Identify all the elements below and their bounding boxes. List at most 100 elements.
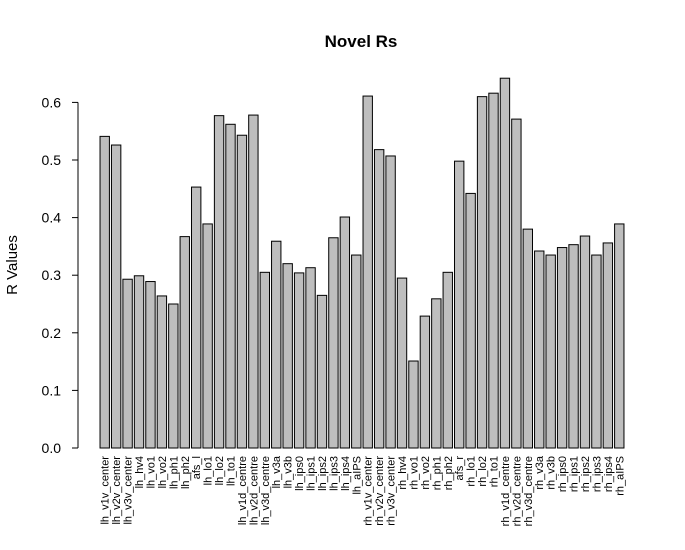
bar-rh-v3v-center [385, 155, 396, 449]
x-tick-label: lh_aIPS [351, 456, 363, 495]
y-tick-label: 0.1 [42, 382, 62, 398]
bar-lh-v1d-centre [236, 134, 248, 449]
x-tick-label: rh_v2v_center [374, 456, 386, 526]
bar-lh-lo2 [213, 115, 225, 449]
bar-afs-r [454, 160, 465, 449]
x-tick-label: rh_hv4 [397, 456, 409, 490]
bar-afs-l [191, 186, 202, 449]
x-tick-label: lh_hv4 [134, 456, 146, 488]
bar-rh-ips4 [602, 242, 614, 449]
bar-lh-hv4 [133, 275, 145, 449]
bar-rh-ph2 [442, 271, 453, 449]
x-tick-label: rh_lo1 [466, 456, 478, 487]
x-tick-label: rh_ph2 [443, 456, 455, 490]
bar-lh-ph1 [168, 303, 179, 449]
bar-lh-ips3 [328, 237, 339, 449]
y-tick-label: 0.6 [42, 94, 62, 110]
x-tick-label: rh_ips1 [569, 456, 581, 492]
bar-rh-aips [614, 223, 625, 449]
x-tick-label: lh_to1 [226, 456, 238, 486]
x-tick-label: lh_ips0 [294, 456, 306, 491]
x-tick-label: lh_lo2 [214, 456, 226, 485]
bar-lh-ips0 [293, 272, 305, 449]
bar-rh-v2d-centre [511, 118, 522, 449]
x-tick-label: rh_aIPS [614, 456, 626, 496]
bar-lh-v3a [271, 240, 282, 449]
x-tick-label: rh_v3b [546, 456, 558, 490]
bar-lh-v3v-center [122, 278, 133, 449]
x-tick-label: rh_ph1 [431, 456, 443, 490]
x-tick-label: lh_lo1 [203, 456, 215, 485]
bar-rh-ips1 [568, 244, 579, 449]
bar-lh-lo1 [202, 223, 213, 449]
y-tick-label: 0.4 [42, 210, 62, 226]
y-axis: 0.0 0.1 0.2 0.3 0.4 0.5 0.6 [42, 94, 79, 456]
bar-lh-v3b [282, 263, 293, 449]
bar-rh-lo2 [476, 96, 488, 449]
y-axis-label: R Values [4, 235, 21, 295]
bar-rh-ips2 [579, 235, 591, 449]
bar-rh-ph1 [431, 298, 442, 449]
x-tick-labels: lh_v1v_center lh_v2v_center lh_v3v_center l… [100, 455, 627, 526]
x-tick-label: lh_ips4 [340, 456, 352, 491]
y-tick-label: 0.3 [42, 267, 62, 283]
x-tick-label: rh_ips2 [580, 456, 592, 492]
bar-rh-v3d-centre [522, 228, 533, 449]
chart-title: Novel Rs [325, 32, 398, 51]
x-tick-label: rh_ips3 [591, 456, 603, 492]
bar-rh-v3b [545, 254, 556, 449]
y-tick-label: 0.5 [42, 152, 62, 168]
bar-lh-ips2 [316, 294, 328, 449]
bar-lh-vo1 [145, 281, 156, 449]
x-tick-label: rh_v3v_center [386, 456, 398, 526]
x-tick-label: lh_v2d_centre [248, 456, 260, 525]
x-tick-label: rh_lo2 [477, 456, 489, 487]
x-tick-label: lh_v2v_center [111, 456, 123, 525]
x-tick-label: rh_vo1 [408, 456, 420, 490]
bar-rh-vo2 [419, 315, 431, 449]
x-tick-label: lh_vo2 [157, 456, 169, 488]
bar-rh-hv4 [396, 277, 408, 449]
bar-lh-v2v-center [110, 144, 122, 449]
bar-lh-v2d-centre [248, 114, 259, 449]
bar-lh-v3d-centre [259, 271, 270, 449]
x-tick-label: rh_v3a [534, 455, 546, 490]
x-tick-label: lh_ips1 [306, 456, 318, 491]
x-tick-label: afs_r [454, 456, 466, 481]
bar-rh-v2v-center [373, 149, 385, 449]
x-tick-label: rh_vo2 [420, 456, 432, 490]
x-tick-label: lh_ph2 [180, 456, 192, 489]
bar-rh-lo1 [465, 192, 476, 449]
bar-lh-vo2 [156, 295, 168, 449]
x-tick-label: rh_ips4 [603, 456, 615, 492]
x-tick-label: lh_ips2 [317, 456, 329, 491]
bar-rh-v3a [534, 250, 545, 449]
x-tick-label: lh_v1v_center [100, 456, 112, 525]
bar-rh-v1v-center [362, 95, 373, 449]
x-tick-label: rh_to1 [489, 456, 501, 487]
bar-lh-ips1 [305, 267, 316, 449]
x-tick-label: rh_v3d_centre [523, 456, 535, 526]
bar-lh-aips [351, 254, 362, 449]
bars [99, 77, 625, 449]
x-tick-label: lh_ph1 [168, 456, 180, 489]
x-tick-label: lh_ips3 [328, 456, 340, 491]
bar-lh-to1 [225, 123, 236, 449]
x-tick-label: lh_v3b [283, 456, 295, 488]
bar-rh-vo1 [408, 360, 419, 449]
bar-lh-ips4 [339, 216, 351, 449]
bar-rh-v1d-centre [499, 77, 511, 449]
x-tick-label: afs_l [191, 456, 203, 479]
x-tick-label: rh_v2d_centre [511, 456, 523, 526]
x-tick-label: lh_v1d_centre [237, 456, 249, 525]
x-tick-label: rh_ips0 [557, 456, 569, 492]
y-tick-label: 0.0 [42, 440, 62, 456]
bar-rh-to1 [488, 92, 499, 449]
y-tick-label: 0.2 [42, 325, 62, 341]
bar-lh-v1v-center [99, 135, 110, 449]
x-tick-label: rh_v1d_centre [500, 456, 512, 526]
bar-rh-ips3 [591, 254, 602, 449]
x-tick-label: lh_v3v_center [123, 456, 135, 525]
x-tick-label: rh_v1v_center [363, 456, 375, 526]
